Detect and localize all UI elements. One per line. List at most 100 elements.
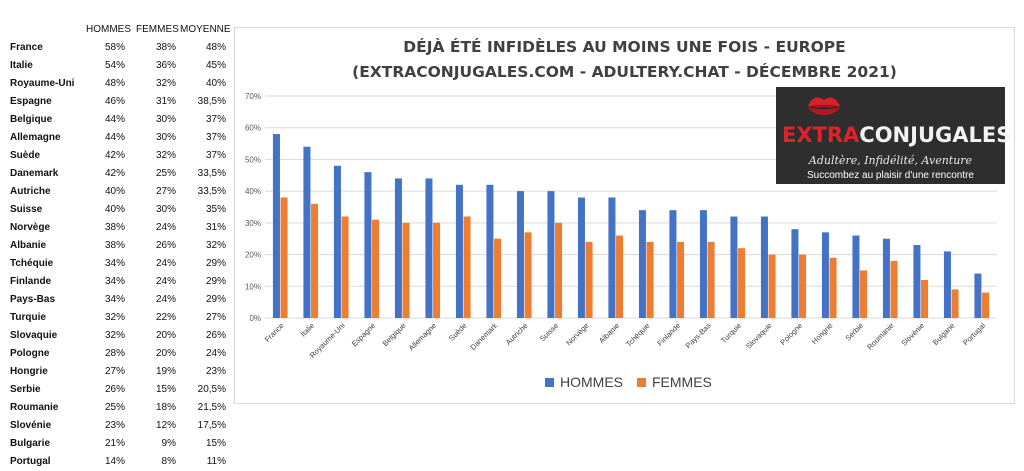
table-row: Italie 54% 36% 45%	[6, 57, 230, 75]
country-name: Finlande	[10, 276, 52, 287]
country-name: Autriche	[10, 186, 51, 197]
bar-hommes	[699, 210, 707, 318]
cell-femmes: 30%	[155, 114, 176, 125]
x-tick-label: Pologne	[778, 321, 804, 347]
bar-hommes	[303, 146, 311, 318]
cell-moyenne: 26%	[205, 330, 226, 341]
country-name: Albanie	[10, 240, 47, 251]
table-row: Finlande 34% 24% 29%	[6, 273, 230, 291]
cell-moyenne: 48%	[205, 42, 226, 53]
x-tick-label: Roumanie	[865, 321, 896, 352]
cell-moyenne: 24%	[205, 348, 226, 359]
cell-moyenne: 32%	[205, 240, 226, 251]
x-tick-label: Italie	[299, 321, 317, 339]
logo-tagline: Adultère, Infidélité, Aventure	[808, 154, 973, 167]
bar-hommes	[364, 172, 372, 318]
table-row: France 58% 38% 48%	[6, 39, 230, 57]
lips-icon	[808, 97, 840, 116]
cell-hommes: 54%	[104, 60, 125, 71]
x-tick-label: Turquie	[719, 321, 743, 345]
cell-hommes: 27%	[104, 366, 125, 377]
cell-moyenne: 33,5%	[197, 186, 226, 197]
bar-femmes	[951, 289, 959, 318]
country-name: Italie	[10, 60, 33, 71]
bar-femmes	[341, 216, 349, 318]
bar-femmes	[646, 241, 654, 318]
table-header: HOMMES FEMMES MOYENNE	[6, 24, 231, 38]
bar-hommes	[974, 273, 982, 318]
country-name: Turquie	[10, 312, 46, 323]
table-row: Danemark 42% 25% 33,5%	[6, 165, 230, 183]
country-name: Hongrie	[10, 366, 48, 377]
table-row: Espagne 46% 31% 38,5%	[6, 93, 230, 111]
cell-hommes: 46%	[104, 96, 125, 107]
table-row: Slovénie 23% 12% 17,5%	[6, 417, 230, 435]
x-tick-label: Slovénie	[899, 321, 926, 348]
x-tick-label: France	[263, 321, 286, 344]
cell-femmes: 38%	[155, 42, 176, 53]
y-tick-label: 40%	[245, 187, 261, 196]
table-row: Roumanie 25% 18% 21,5%	[6, 399, 230, 417]
country-name: Roumanie	[10, 402, 59, 413]
bar-hommes	[272, 134, 280, 318]
cell-moyenne: 29%	[205, 276, 226, 287]
cell-femmes: 24%	[155, 258, 176, 269]
cell-hommes: 42%	[104, 150, 125, 161]
bar-hommes	[333, 165, 341, 318]
cell-moyenne: 17,5%	[197, 420, 226, 431]
cell-femmes: 24%	[155, 294, 176, 305]
bar-femmes	[280, 197, 288, 318]
legend-swatch-femmes	[637, 377, 646, 387]
x-tick-label: Pays-Bas	[684, 321, 713, 350]
legend-item-hommes: HOMMES	[545, 374, 623, 390]
cell-hommes: 34%	[104, 276, 125, 287]
x-tick-label: Serbie	[843, 321, 865, 343]
table-row: Autriche 40% 27% 33,5%	[6, 183, 230, 201]
header-femmes: FEMMES	[136, 24, 179, 35]
cell-hommes: 42%	[104, 168, 125, 179]
cell-moyenne: 29%	[205, 294, 226, 305]
cell-moyenne: 23%	[205, 366, 226, 377]
legend-item-femmes: FEMMES	[637, 374, 712, 390]
bar-femmes	[707, 241, 715, 318]
header-hommes: HOMMES	[86, 24, 131, 35]
bar-femmes	[616, 235, 624, 318]
bar-femmes	[768, 254, 776, 318]
cell-hommes: 14%	[104, 456, 125, 467]
legend-label-femmes: FEMMES	[652, 374, 712, 390]
bar-hommes	[547, 191, 555, 318]
cell-femmes: 31%	[155, 96, 176, 107]
x-tick-label: Allemagne	[407, 321, 438, 352]
cell-femmes: 32%	[155, 78, 176, 89]
table-row: Pologne 28% 20% 24%	[6, 345, 230, 363]
cell-femmes: 12%	[155, 420, 176, 431]
cell-femmes: 9%	[161, 438, 176, 449]
bar-hommes	[791, 229, 799, 318]
bar-hommes	[882, 238, 890, 318]
table-row: Suisse 40% 30% 35%	[6, 201, 230, 219]
cell-hommes: 25%	[104, 402, 125, 413]
bar-hommes	[730, 216, 738, 318]
header-moyenne: MOYENNE	[180, 24, 231, 35]
cell-femmes: 19%	[155, 366, 176, 377]
bar-hommes	[516, 191, 524, 318]
cell-femmes: 30%	[155, 204, 176, 215]
bar-hommes	[577, 197, 585, 318]
y-tick-label: 20%	[245, 251, 261, 260]
bar-femmes	[402, 222, 410, 318]
cell-moyenne: 35%	[205, 204, 226, 215]
cell-hommes: 48%	[104, 78, 125, 89]
y-tick-label: 60%	[245, 124, 261, 133]
cell-femmes: 30%	[155, 132, 176, 143]
x-tick-label: Portugal	[961, 321, 987, 347]
cell-femmes: 27%	[155, 186, 176, 197]
bar-hommes	[852, 235, 860, 318]
bar-femmes	[677, 241, 685, 318]
country-name: Belgique	[10, 114, 53, 125]
x-tick-label: Albanie	[597, 321, 621, 345]
cell-femmes: 24%	[155, 222, 176, 233]
cell-moyenne: 29%	[205, 258, 226, 269]
bar-hommes	[943, 251, 951, 318]
x-tick-label: Suisse	[538, 321, 560, 343]
cell-femmes: 22%	[155, 312, 176, 323]
